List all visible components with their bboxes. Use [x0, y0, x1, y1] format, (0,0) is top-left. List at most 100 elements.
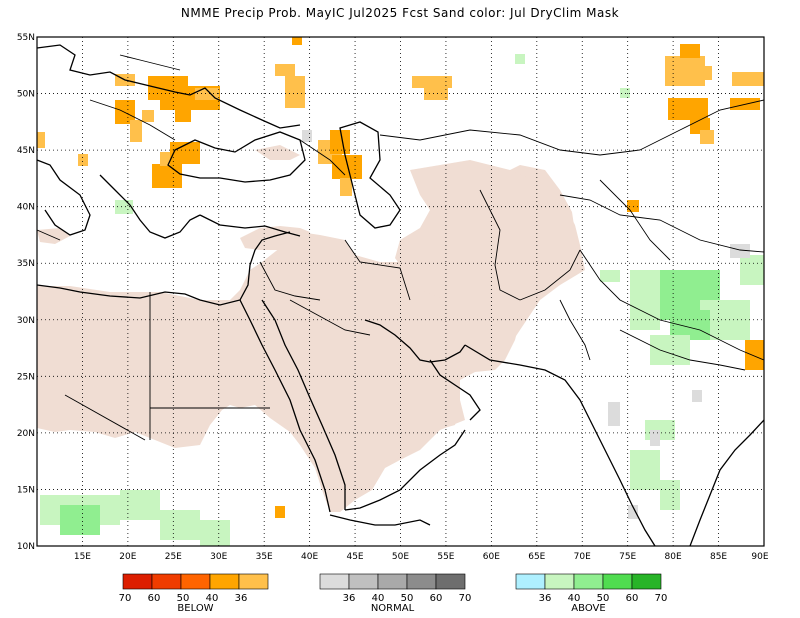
longitude-tick-label: 50E: [392, 552, 409, 562]
legend-swatch: [238, 573, 269, 590]
below-normal-cell: [340, 178, 352, 196]
normal-cell: [692, 390, 702, 402]
below-normal-cell: [665, 56, 705, 86]
normal-cell: [628, 505, 638, 519]
legend-swatch: [573, 573, 604, 590]
dry-mask-region: [37, 228, 70, 244]
above-normal-cell: [650, 335, 690, 365]
legend-tick-label: 36: [343, 593, 356, 604]
legend-swatch: [209, 573, 240, 590]
legend-swatch: [544, 573, 575, 590]
legend-tick-label: 40: [372, 593, 385, 604]
below-normal-cell: [160, 152, 170, 166]
legend-tick-label: 36: [539, 593, 552, 604]
dry-climatology-mask: [37, 145, 585, 512]
legend-below-group: 70 60 50 40 36 BELOW: [119, 573, 269, 614]
legend-above-group: 36 40 50 60 70 ABOVE: [515, 573, 668, 614]
below-normal-cell: [275, 64, 295, 76]
below-normal-cell: [170, 142, 200, 164]
below-normal-cell: [37, 132, 45, 148]
legend-tick-label: 50: [401, 593, 414, 604]
below-normal-cell: [700, 66, 712, 80]
normal-probability-cells: [302, 130, 750, 519]
latitude-tick-label: 45N: [17, 146, 35, 156]
below-normal-cell: [78, 154, 88, 166]
longitude-tick-label: 70E: [574, 552, 591, 562]
legend-swatch: [406, 573, 437, 590]
legend-tick-label: 36: [235, 593, 248, 604]
lat-lon-gridlines: [37, 37, 764, 546]
above-normal-probability-cells: [40, 54, 764, 546]
below-normal-cell: [330, 130, 350, 154]
longitude-tick-labels: 15E 20E 25E 30E 35E 40E 45E 50E 55E 60E 65E 70E 75E 8…: [74, 552, 769, 562]
below-normal-cell: [142, 110, 154, 122]
below-normal-cell: [700, 130, 714, 144]
legend-tick-label: 70: [119, 593, 132, 604]
above-normal-cell: [660, 480, 680, 510]
legend: 70 60 50 40 36 BELOW 36 40 50 60 70 NORMAL 36 40 50 6…: [119, 573, 668, 614]
latitude-tick-label: 15N: [17, 485, 35, 495]
legend-swatch: [435, 573, 466, 590]
normal-cell: [302, 130, 312, 142]
longitude-tick-label: 75E: [619, 552, 636, 562]
below-normal-cell: [152, 164, 182, 188]
legend-tick-label: 60: [626, 593, 639, 604]
dry-mask-region: [240, 226, 310, 250]
latitude-tick-label: 50N: [17, 90, 35, 100]
below-normal-cell: [175, 108, 191, 122]
legend-tick-label: 70: [655, 593, 668, 604]
longitude-tick-label: 65E: [528, 552, 545, 562]
latitude-tick-label: 40N: [17, 203, 35, 213]
latitude-tick-label: 25N: [17, 372, 35, 382]
above-normal-cell: [740, 255, 764, 285]
dry-mask-region: [395, 160, 585, 355]
latitude-tick-label: 10N: [17, 542, 35, 552]
legend-tick-label: 50: [177, 593, 190, 604]
legend-category-label: BELOW: [177, 603, 213, 614]
map-title: NMME Precip Prob. MayIC Jul2025 Fcst San…: [180, 6, 620, 20]
longitude-tick-label: 25E: [165, 552, 182, 562]
legend-swatch: [122, 573, 153, 590]
legend-tick-label: 50: [597, 593, 610, 604]
latitude-tick-label: 55N: [17, 33, 35, 43]
above-normal-cell: [515, 54, 525, 64]
latitude-tick-label: 30N: [17, 316, 35, 326]
longitude-tick-label: 90E: [751, 552, 768, 562]
above-normal-cell: [620, 88, 630, 98]
below-normal-cell: [195, 88, 219, 100]
legend-swatch: [180, 573, 211, 590]
legend-swatch: [602, 573, 633, 590]
dry-mask-region: [265, 296, 460, 500]
above-normal-cell: [60, 505, 100, 535]
above-normal-cell: [160, 510, 200, 540]
above-normal-cell: [630, 270, 660, 330]
coastlines-and-borders: [36, 44, 765, 547]
map-frame: [36, 36, 765, 547]
longitude-tick-label: 80E: [665, 552, 682, 562]
longitude-tick-label: 30E: [210, 552, 227, 562]
longitude-tick-label: 20E: [119, 552, 136, 562]
longitude-tick-label: 55E: [437, 552, 454, 562]
longitude-tick-label: 45E: [346, 552, 363, 562]
legend-tick-label: 40: [206, 593, 219, 604]
legend-swatch: [348, 573, 379, 590]
normal-cell: [650, 430, 660, 446]
below-normal-cell: [627, 200, 639, 212]
normal-cell: [730, 244, 750, 258]
plot-area: [36, 36, 765, 547]
normal-cell: [608, 402, 620, 426]
below-normal-cell: [275, 506, 285, 518]
above-normal-cell: [630, 450, 660, 490]
legend-swatch: [377, 573, 408, 590]
below-normal-cell: [412, 76, 452, 88]
legend-tick-label: 40: [568, 593, 581, 604]
below-normal-cell: [424, 88, 448, 100]
latitude-tick-label: 20N: [17, 429, 35, 439]
longitude-tick-label: 60E: [483, 552, 500, 562]
legend-swatch: [151, 573, 182, 590]
longitude-tick-label: 35E: [256, 552, 273, 562]
below-normal-cell: [130, 120, 142, 142]
legend-tick-label: 70: [459, 593, 472, 604]
legend-category-label: NORMAL: [371, 603, 415, 614]
